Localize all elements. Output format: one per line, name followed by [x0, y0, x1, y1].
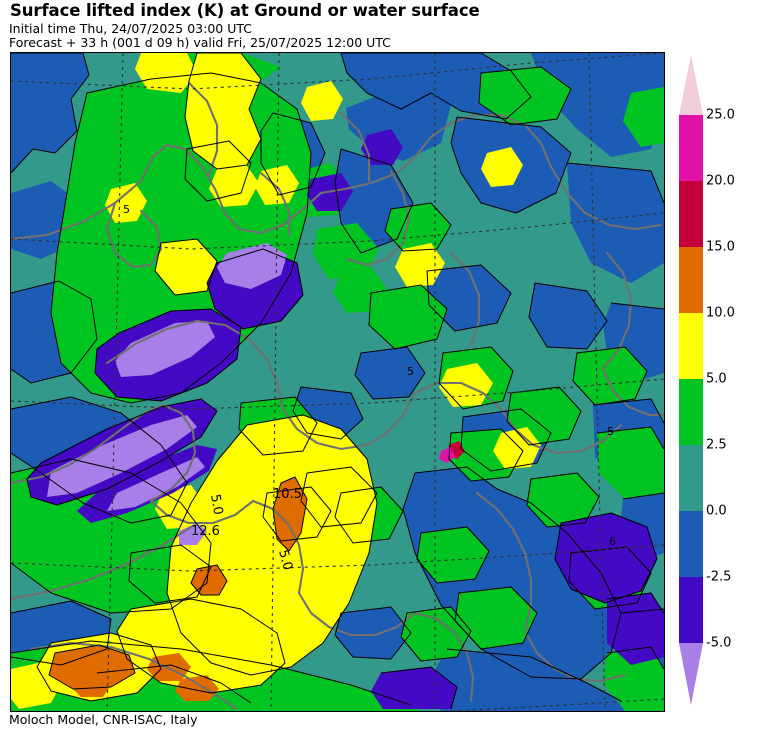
contour-label-6-a: 6: [609, 535, 616, 548]
colorbar-band-2_5-5: [679, 379, 703, 445]
contour-label-10-5: 10.5: [273, 487, 302, 502]
colorbar-band-5-10: [679, 313, 703, 379]
colorbar-swatches: [679, 55, 703, 705]
forecast-validity-text: Forecast + 33 h (001 d 09 h) valid Fri, …: [9, 35, 391, 50]
colorbar-tick-2-5: 2.5: [706, 437, 727, 453]
colorbar-tick-10: 10.0: [706, 305, 735, 321]
contour-label-5-a: 5: [407, 365, 414, 378]
header: Surface lifted index (K) at Ground or wa…: [0, 0, 760, 52]
colorbar-tick-labels: 25.0 20.0 15.0 10.0 5.0 2.5 0.0 -2.5 -5.…: [706, 55, 760, 705]
field-lavender-band: [47, 243, 287, 545]
colorbar-tick-5: 5.0: [706, 371, 727, 387]
contour-label-5-b: 5: [123, 203, 130, 216]
field-magenta-specks: [439, 441, 465, 463]
colorbar-band-m2_5-0: [679, 511, 703, 577]
colorbar-tick-neg2-5: -2.5: [706, 569, 732, 585]
model-credit: Moloch Model, CNR-ISAC, Italy: [9, 712, 198, 727]
coastlines: [11, 81, 664, 711]
colorbar-tick-0: 0.0: [706, 503, 727, 519]
contour-label-5-0-a: 5.0: [275, 548, 295, 572]
colorbar-band-m5-m2_5: [679, 577, 703, 643]
map-panel[interactable]: 10.5 12.6 5.0 5.0 5 5 5 6: [10, 52, 665, 712]
lat-lon-graticule: [11, 53, 664, 711]
contour-lines: [11, 53, 664, 710]
colorbar-tick-15: 15.0: [706, 239, 735, 255]
initial-time-text: Initial time Thu, 24/07/2025 03:00 UTC: [9, 21, 252, 36]
colorbar-band-0-2_5: [679, 445, 703, 511]
contour-labels: 10.5 12.6 5.0 5.0 5 5 5 6: [123, 203, 616, 572]
colorbar-band-10-15: [679, 247, 703, 313]
colorbar-cap-top: [679, 55, 703, 115]
lifted-index-contour-map[interactable]: 10.5 12.6 5.0 5.0 5 5 5 6: [11, 53, 664, 711]
contour-label-12-6: 12.6: [191, 524, 220, 539]
colorbar-tick-neg5: -5.0: [706, 635, 732, 651]
page-title: Surface lifted index (K) at Ground or wa…: [10, 1, 480, 20]
colorbar-cap-bottom: [679, 643, 703, 705]
colorbar-tick-25: 25.0: [706, 107, 735, 123]
colorbar-band-20-25: [679, 115, 703, 181]
contour-label-5-0-b: 5.0: [207, 493, 225, 516]
colorbar: [679, 55, 703, 705]
contour-label-5-c: 5: [607, 425, 614, 438]
colorbar-band-15-20: [679, 181, 703, 247]
colorbar-tick-20: 20.0: [706, 173, 735, 189]
